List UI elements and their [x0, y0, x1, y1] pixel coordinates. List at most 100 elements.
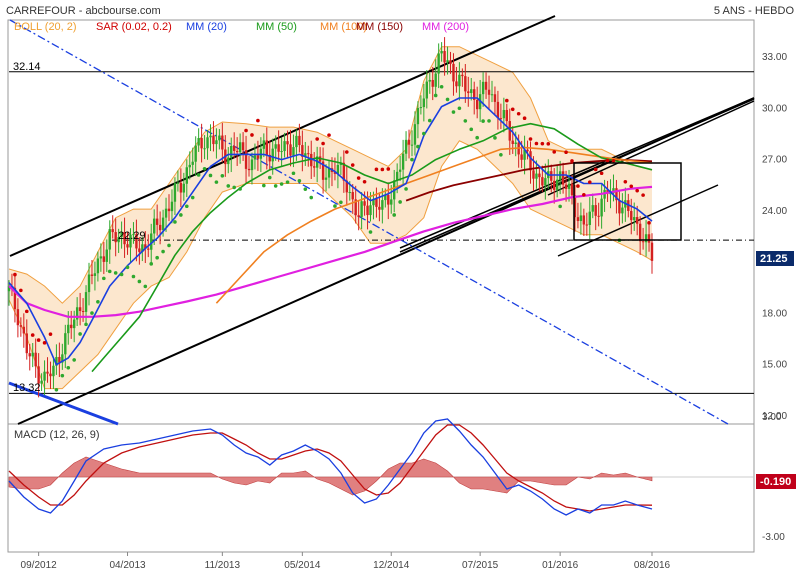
candle-body	[244, 150, 248, 169]
candle-body	[529, 151, 532, 171]
sar-dot	[475, 135, 479, 140]
sar-dot	[599, 171, 604, 176]
sar-dot	[279, 182, 284, 186]
candle-body	[416, 108, 420, 125]
candle-body	[108, 229, 111, 250]
sar-dot	[36, 338, 41, 342]
candle-body	[253, 155, 257, 160]
candle-body	[67, 324, 70, 334]
sar-dot	[90, 311, 94, 315]
candle-body	[221, 135, 224, 150]
candle-body	[46, 371, 49, 374]
candle-body	[256, 155, 260, 159]
candle-body	[212, 135, 215, 145]
sar-dot	[570, 159, 574, 163]
x-tick-label: 08/2016	[634, 560, 671, 571]
candle-body	[467, 91, 470, 94]
candle-body	[633, 217, 636, 221]
candle-body	[182, 183, 186, 193]
candle-body	[49, 373, 52, 377]
sar-dot	[84, 322, 88, 327]
candle-body	[630, 210, 633, 221]
candle-body	[538, 173, 541, 178]
sar-dot	[220, 174, 225, 178]
sar-dot	[380, 167, 385, 172]
candle-body	[274, 144, 277, 149]
sar-dot	[392, 213, 397, 217]
sar-dot	[416, 144, 420, 149]
candle-body	[398, 169, 402, 172]
mm-100-line	[215, 146, 653, 304]
mm-50-line	[91, 122, 653, 373]
sar-dot	[368, 230, 373, 234]
candle-body	[298, 135, 301, 146]
sar-dot	[427, 118, 432, 123]
candle-body	[493, 94, 497, 102]
channel-lower-extension	[399, 97, 755, 249]
candle-body	[588, 211, 591, 225]
legend-boll: BOLL (20, 2)	[14, 21, 77, 33]
legend-mm200: MM (200)	[422, 21, 469, 33]
legend-mm150: MM (150)	[356, 21, 403, 33]
sar-dot	[356, 176, 361, 180]
sar-dot	[327, 133, 331, 137]
highlight-box	[573, 162, 682, 241]
x-tick-label: 01/2016	[542, 560, 579, 571]
y-tick-label: 12.00	[762, 411, 787, 422]
sar-dot	[149, 262, 154, 266]
candle-body	[505, 109, 509, 122]
sar-dot	[96, 300, 100, 304]
candle-body	[502, 109, 506, 119]
candle-body	[484, 81, 488, 90]
candle-body	[232, 145, 236, 151]
sar-dot	[262, 183, 266, 188]
macd-panel: 3.00 -3.00	[8, 412, 785, 543]
candle-body	[541, 177, 544, 186]
sar-dot	[297, 178, 302, 183]
sar-dot	[433, 93, 438, 98]
sar-dot	[410, 157, 414, 162]
sar-dot	[54, 387, 59, 392]
candle-body	[265, 140, 268, 155]
chart-title: CARREFOUR - abcbourse.com	[6, 5, 161, 17]
sar-dot	[173, 220, 177, 224]
candle-body	[19, 325, 23, 327]
candle-body	[490, 94, 494, 96]
y-tick-label: 24.00	[762, 206, 787, 217]
sar-dot	[309, 195, 314, 200]
candle-body	[582, 215, 586, 225]
candle-body	[553, 180, 556, 190]
mm-200-line	[8, 185, 653, 318]
candle-body	[16, 309, 20, 326]
macd-y-tick-label: 3.00	[762, 412, 782, 423]
y-tick-label: 33.00	[762, 52, 787, 63]
candle-body	[470, 89, 473, 94]
candle-body	[87, 274, 91, 293]
candle-body	[280, 151, 283, 153]
sar-dot	[78, 332, 82, 336]
sar-dot	[60, 373, 65, 378]
candle-body	[532, 170, 535, 179]
candle-body	[535, 173, 538, 179]
candle-body	[327, 168, 331, 178]
chart-period: 5 ANS - HEBDO	[714, 5, 795, 17]
sar-dot	[623, 179, 628, 184]
macd-y-tick-label: -3.00	[762, 532, 785, 543]
candle-body	[366, 205, 369, 216]
candle-body	[348, 192, 351, 194]
sar-dot	[125, 265, 130, 270]
candle-body	[129, 234, 132, 248]
sar-dot	[350, 163, 355, 167]
candle-body	[64, 333, 67, 355]
macd-signal-line	[8, 424, 653, 512]
sar-dot	[605, 158, 610, 163]
candle-body	[544, 178, 547, 186]
candle-body	[395, 171, 399, 181]
sar-dot	[404, 187, 408, 191]
sar-dot	[143, 284, 148, 289]
candle-body	[96, 258, 100, 274]
sar-dot	[339, 200, 343, 205]
candle-body	[227, 157, 230, 165]
sar-dot	[232, 185, 236, 190]
sar-dot	[66, 365, 71, 370]
